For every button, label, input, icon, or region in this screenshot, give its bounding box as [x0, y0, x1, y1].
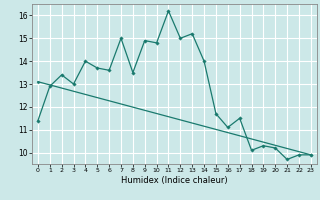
X-axis label: Humidex (Indice chaleur): Humidex (Indice chaleur) [121, 176, 228, 185]
